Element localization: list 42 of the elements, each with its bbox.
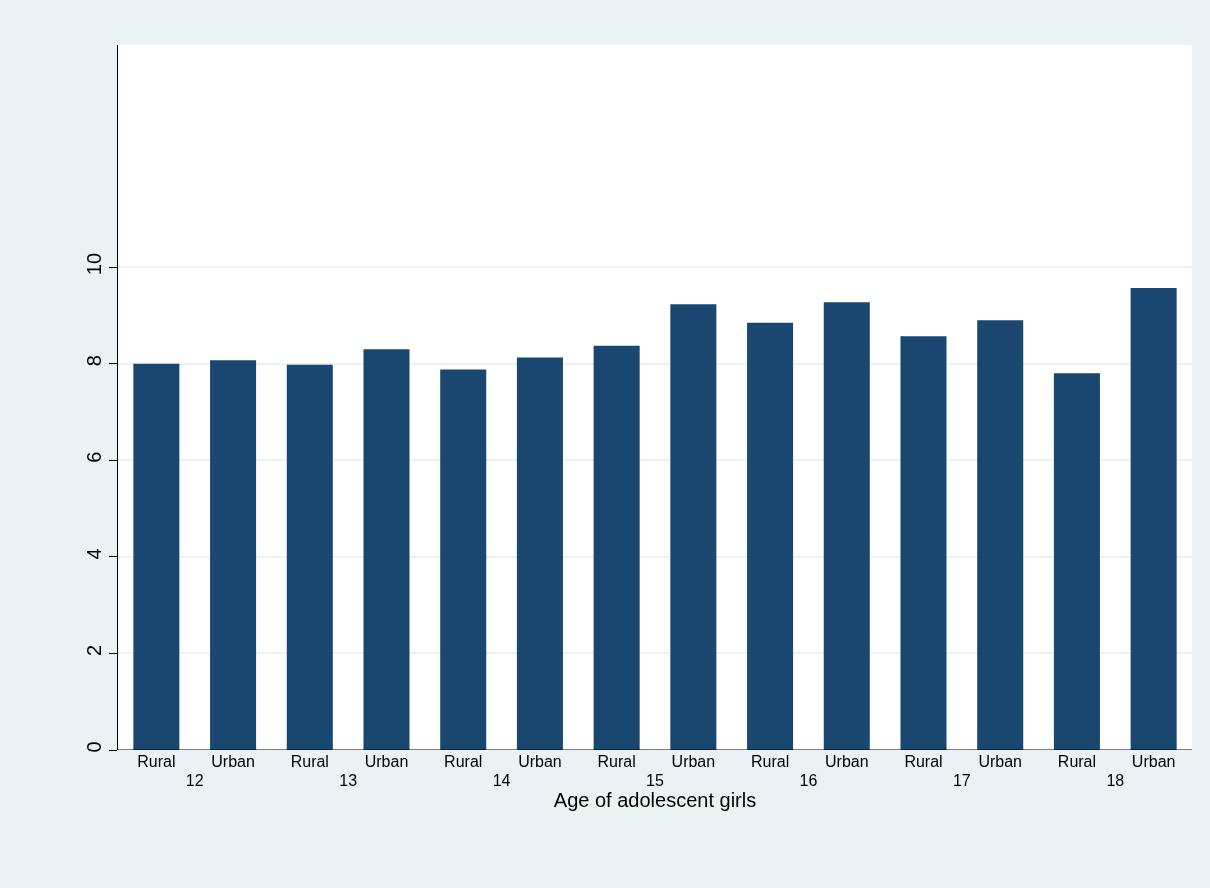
bar xyxy=(1130,287,1177,750)
x-tick-label: 16 xyxy=(799,772,818,789)
bar xyxy=(977,320,1024,750)
bar xyxy=(363,349,410,750)
bar xyxy=(747,322,794,750)
x-tick-label: 15 xyxy=(646,772,664,789)
series-label: Rural xyxy=(137,753,176,770)
y-tick-label: 4 xyxy=(83,548,105,560)
text: Rural xyxy=(1057,753,1097,770)
x-axis-title: Age of adolescent girls xyxy=(553,788,757,811)
bar xyxy=(440,369,487,750)
y-tick-label: 6 xyxy=(83,451,105,463)
y-tick-label: 0 xyxy=(83,741,105,753)
bar xyxy=(1053,373,1100,750)
bar xyxy=(210,360,257,750)
y-tick-label: 10 xyxy=(83,252,105,276)
text: Urban xyxy=(978,753,1022,770)
text: Urban xyxy=(825,753,869,770)
bar xyxy=(286,364,333,750)
bar xyxy=(133,363,180,750)
text: Urban xyxy=(518,753,562,770)
text: Rural xyxy=(904,753,943,770)
y-tick-label: 2 xyxy=(83,644,105,656)
x-tick-label: 12 xyxy=(185,772,204,789)
text: Rural xyxy=(597,753,636,770)
x-tick-label: 18 xyxy=(1106,772,1125,789)
text: Rural xyxy=(444,753,483,770)
bar xyxy=(823,302,870,750)
bar xyxy=(593,345,640,750)
bar xyxy=(900,336,947,750)
text: Urban xyxy=(671,753,716,770)
x-tick-label: 14 xyxy=(492,772,511,789)
text: Urban xyxy=(364,753,409,770)
x-tick-label: 17 xyxy=(952,772,971,789)
y-tick-label: 8 xyxy=(83,355,105,367)
bar xyxy=(670,304,717,750)
series-label: Urban xyxy=(211,753,255,770)
text: Rural xyxy=(290,753,329,770)
text: Rural xyxy=(750,753,790,770)
x-tick-label: 13 xyxy=(339,772,358,789)
text: Urban xyxy=(1131,753,1176,770)
bar xyxy=(516,357,563,750)
